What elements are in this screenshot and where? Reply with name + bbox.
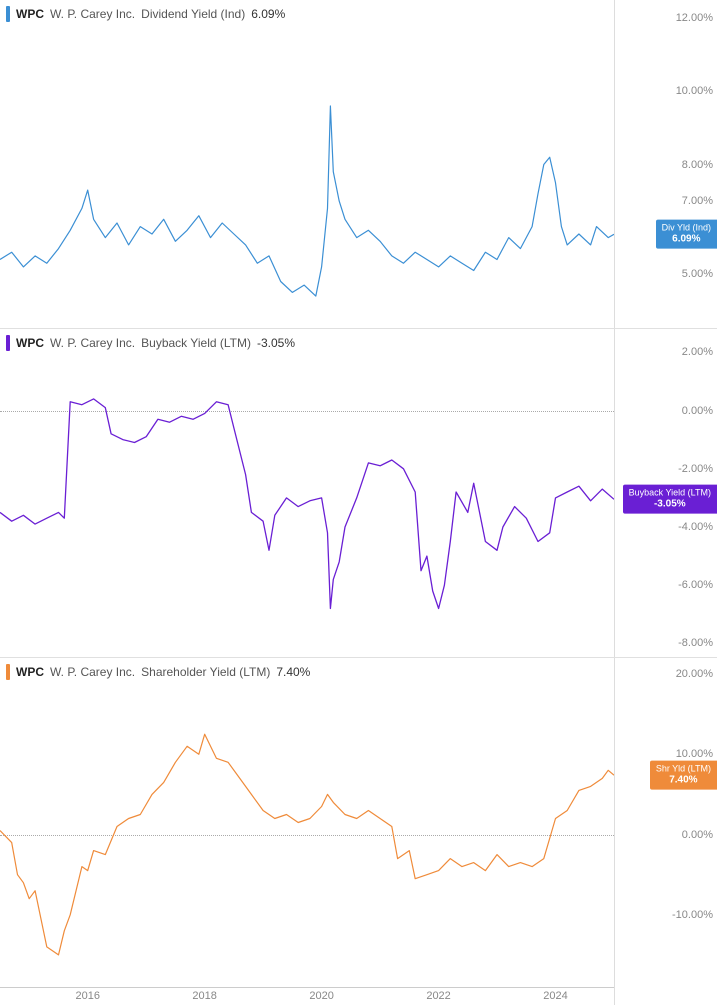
y-tick-label: 0.00%: [682, 829, 713, 841]
y-axis-border: [614, 0, 615, 328]
line-chart-svg: [0, 329, 614, 658]
y-tick-label: -8.00%: [678, 637, 713, 649]
y-tick-label: 5.00%: [682, 268, 713, 280]
price-label-value: 6.09%: [662, 234, 711, 246]
y-tick-label: -10.00%: [672, 909, 713, 921]
y-tick-label: -6.00%: [678, 579, 713, 591]
y-tick-label: 20.00%: [676, 668, 713, 680]
x-tick-label: 2020: [309, 990, 333, 1002]
price-label-title: Shr Yld (LTM): [656, 764, 711, 775]
y-axis-labels: 5.00% 7.00% 8.00% 10.00% 12.00%: [632, 0, 717, 329]
metric-value: -3.05%: [257, 336, 295, 350]
y-tick-label: -4.00%: [678, 521, 713, 533]
ticker-symbol: WPC: [16, 336, 44, 350]
panel-header: WPC W. P. Carey Inc. Dividend Yield (Ind…: [6, 6, 285, 22]
y-tick-label: 2.00%: [682, 346, 713, 358]
price-label-value: 7.40%: [656, 775, 711, 787]
company-name: W. P. Carey Inc.: [50, 336, 135, 350]
x-tick-label: 2024: [543, 990, 567, 1002]
company-name: W. P. Carey Inc.: [50, 665, 135, 679]
price-label: Shr Yld (LTM) 7.40%: [650, 761, 717, 790]
x-tick-label: 2016: [75, 990, 99, 1002]
metric-name: Shareholder Yield (LTM): [141, 665, 270, 679]
y-tick-label: 7.00%: [682, 195, 713, 207]
x-axis: 2016 2018 2020 2022 2024: [0, 987, 614, 1005]
company-name: W. P. Carey Inc.: [50, 7, 135, 21]
ticker-color-bar: [6, 664, 10, 680]
line-chart-svg: [0, 658, 614, 987]
ticker-color-bar: [6, 6, 10, 22]
price-label-title: Buyback Yield (LTM): [629, 488, 711, 499]
metric-value: 7.40%: [276, 665, 310, 679]
y-tick-label: 12.00%: [676, 12, 713, 24]
price-label-title: Div Yld (Ind): [662, 223, 711, 234]
x-tick-label: 2022: [426, 990, 450, 1002]
price-label: Buyback Yield (LTM) -3.05%: [623, 485, 717, 514]
y-tick-label: -2.00%: [678, 463, 713, 475]
panel-header: WPC W. P. Carey Inc. Buyback Yield (LTM)…: [6, 335, 295, 351]
y-axis-border: [614, 658, 615, 1005]
y-tick-label: 0.00%: [682, 405, 713, 417]
ticker-color-bar: [6, 335, 10, 351]
price-label-value: -3.05%: [629, 499, 711, 511]
y-tick-label: 10.00%: [676, 748, 713, 760]
panel-buyback-yield[interactable]: WPC W. P. Carey Inc. Buyback Yield (LTM)…: [0, 329, 717, 658]
y-axis-labels: 20.00% 10.00% 0.00% -10.00%: [632, 658, 717, 987]
panel-header: WPC W. P. Carey Inc. Shareholder Yield (…: [6, 664, 310, 680]
ticker-symbol: WPC: [16, 665, 44, 679]
metric-name: Dividend Yield (Ind): [141, 7, 245, 21]
metric-value: 6.09%: [251, 7, 285, 21]
metric-name: Buyback Yield (LTM): [141, 336, 251, 350]
panel-dividend-yield[interactable]: WPC W. P. Carey Inc. Dividend Yield (Ind…: [0, 0, 717, 329]
y-tick-label: 8.00%: [682, 159, 713, 171]
chart-stack: WPC W. P. Carey Inc. Dividend Yield (Ind…: [0, 0, 717, 1005]
x-tick-label: 2018: [192, 990, 216, 1002]
y-axis-border: [614, 329, 615, 657]
line-chart-svg: [0, 0, 614, 329]
panel-shareholder-yield[interactable]: WPC W. P. Carey Inc. Shareholder Yield (…: [0, 658, 717, 1005]
ticker-symbol: WPC: [16, 7, 44, 21]
price-label: Div Yld (Ind) 6.09%: [656, 220, 717, 249]
y-tick-label: 10.00%: [676, 85, 713, 97]
